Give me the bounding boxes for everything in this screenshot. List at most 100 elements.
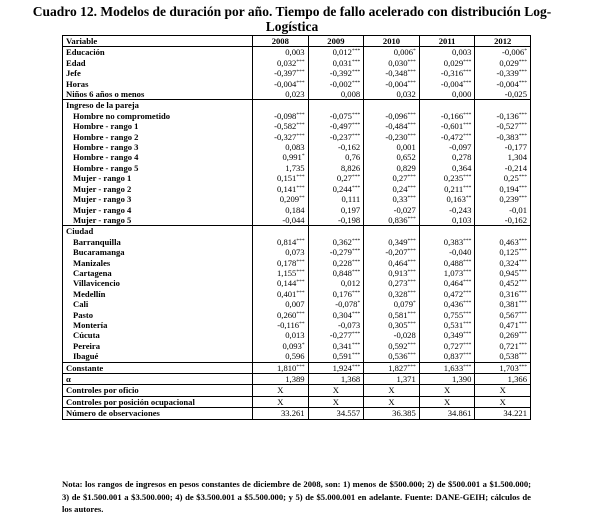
note: Nota: los rangos de ingresos en pesos co… — [62, 479, 531, 514]
value-cell: 0,012 — [307, 278, 365, 289]
value-cell — [252, 225, 309, 237]
value-cell: 0,029*** — [474, 57, 531, 69]
row-label: Villavicencio — [62, 278, 253, 289]
value-cell: 34.221 — [474, 407, 531, 420]
value-cell: 0,452*** — [474, 278, 531, 289]
value-cell: 0,194*** — [474, 183, 531, 195]
value-cell: 1,827*** — [363, 361, 420, 375]
value-cell: 0,464*** — [418, 278, 476, 289]
row-label: Hombre no comprometido — [62, 110, 253, 122]
value-cell: 33.261 — [252, 407, 309, 420]
value-cell: X — [307, 384, 365, 397]
value-cell: -0,397*** — [252, 68, 309, 79]
table-row: Villavicencio 0,144*** 0,012 0,273*** 0,464*… — [62, 278, 531, 289]
value-cell: 0,073 — [252, 247, 309, 258]
table-row: Controles por oficio X X X X X — [62, 384, 531, 397]
value-cell: 0,591*** — [307, 351, 365, 363]
value-cell: 0,032 — [363, 89, 420, 101]
value-cell: 1,366 — [474, 372, 531, 386]
value-cell: -0,162 — [307, 142, 365, 153]
value-cell: -0,004*** — [363, 78, 420, 90]
value-cell: 1,735 — [252, 162, 309, 174]
value-cell: 0,592*** — [363, 340, 420, 352]
value-cell: 1,155*** — [252, 267, 309, 279]
row-label: Mujer - rango 3 — [62, 194, 253, 205]
row-label: Montería — [62, 319, 253, 331]
value-cell: -0,098*** — [252, 110, 309, 122]
table-title: Cuadro 12. Modelos de duración por año. … — [32, 4, 552, 34]
value-cell: X — [252, 395, 309, 409]
table-row: Cartagena 1,155*** 0,848*** 0,913*** 1,073**… — [62, 267, 531, 279]
value-cell: 0,727*** — [418, 340, 476, 352]
value-cell: 0,003 — [418, 46, 476, 58]
value-cell: 0,008 — [307, 89, 365, 101]
row-label: Hombre - rango 2 — [62, 131, 253, 143]
value-cell: 0,003 — [252, 46, 309, 58]
value-cell: -0,096*** — [363, 110, 420, 122]
table-row: Jefe -0,397*** -0,392*** -0,348*** -0,316***… — [62, 68, 531, 79]
value-cell: -0,327*** — [252, 131, 309, 143]
value-cell: 0,471*** — [474, 319, 531, 331]
value-cell: 0,349*** — [418, 330, 476, 341]
value-cell: -0,214 — [474, 162, 531, 174]
value-cell: 0,031*** — [307, 57, 365, 69]
row-label: Cartagena — [62, 267, 253, 279]
row-label: Mujer - rango 1 — [62, 173, 253, 184]
value-cell: 36.385 — [363, 407, 420, 420]
value-cell: 0,006* — [363, 46, 420, 58]
value-cell: -0,075*** — [307, 110, 365, 122]
value-cell: 1,371 — [363, 372, 420, 386]
value-cell: 0,111 — [307, 194, 365, 205]
value-cell: 0,596 — [252, 351, 309, 363]
value-cell: 0,103 — [418, 214, 476, 227]
value-cell: 1,633*** — [418, 361, 476, 375]
value-cell: 0,235*** — [418, 173, 476, 184]
value-cell: 0,721*** — [474, 340, 531, 352]
value-cell: -0,527*** — [474, 121, 531, 132]
value-cell: 0,814*** — [252, 236, 309, 248]
value-cell: 1,390 — [418, 372, 476, 386]
value-cell: 0,24*** — [363, 183, 420, 195]
value-cell: 0,228*** — [307, 257, 365, 268]
value-cell: 34.557 — [307, 407, 365, 420]
table-row: Mujer - rango 3 0,209** 0,111 0,33*** 0,163*… — [62, 194, 531, 205]
value-cell: -0,472*** — [418, 131, 476, 143]
value-cell: 0,328*** — [363, 288, 420, 300]
row-label: Horas — [62, 78, 253, 90]
value-cell: -0,116** — [252, 319, 309, 331]
row-label: Mujer - rango 5 — [62, 214, 253, 227]
value-cell: 0,079* — [363, 299, 420, 310]
value-cell: 0,083 — [252, 142, 309, 153]
header-cell: 2009 — [307, 34, 365, 48]
table-row: Controles por posición ocupacional X X X X X — [62, 395, 531, 409]
value-cell: 0,030*** — [363, 57, 420, 69]
value-cell: 0,488*** — [418, 257, 476, 268]
value-cell: -0,348*** — [363, 68, 420, 79]
value-cell: 0,278 — [418, 152, 476, 163]
header-cell: Variable — [62, 34, 253, 48]
value-cell: 1,368 — [307, 372, 365, 386]
value-cell: 0,538*** — [474, 351, 531, 363]
value-cell: 0,244*** — [307, 183, 365, 195]
value-cell: 0,362*** — [307, 236, 365, 248]
table-row: Mujer - rango 5 -0,044 -0,198 0,836*** 0,103… — [62, 214, 531, 227]
value-cell: -0,392*** — [307, 68, 365, 79]
row-label: Jefe — [62, 68, 253, 79]
value-cell: 0,316*** — [474, 288, 531, 300]
value-cell: 0,144*** — [252, 278, 309, 289]
value-cell: 0,151*** — [252, 173, 309, 184]
value-cell: 34.861 — [418, 407, 476, 420]
value-cell: 0,324*** — [474, 257, 531, 268]
table-row: Hombre - rango 1 -0,582*** -0,497*** -0,484… — [62, 121, 531, 132]
section-label: Ciudad — [62, 225, 253, 237]
value-cell: 0,755*** — [418, 309, 476, 320]
value-cell: 0,349*** — [363, 236, 420, 248]
value-cell — [474, 225, 531, 237]
table-row: Edad 0,032*** 0,031*** 0,030*** 0,029*** 0,02… — [62, 57, 531, 69]
value-cell: -0,582*** — [252, 121, 309, 132]
value-cell: 0,273*** — [363, 278, 420, 289]
value-cell: 0,239*** — [474, 194, 531, 205]
value-cell: 0,383*** — [418, 236, 476, 248]
value-cell: 0,531*** — [418, 319, 476, 331]
table-row: Constante 1,810*** 1,924*** 1,827*** 1,633**… — [62, 361, 531, 375]
